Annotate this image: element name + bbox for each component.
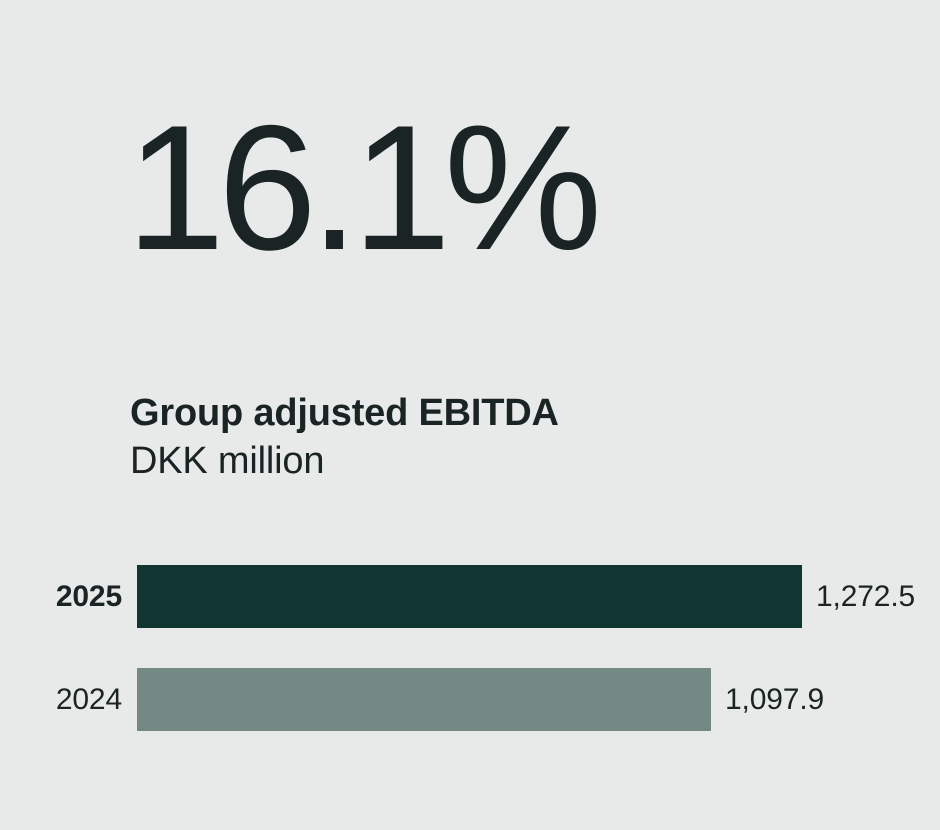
bar-label-2024: 2024 bbox=[55, 682, 122, 716]
bar-row-2024: 2024 1,097.9 bbox=[0, 668, 824, 731]
kpi-headline-value: 16.1% bbox=[126, 88, 602, 287]
bar-2025 bbox=[137, 565, 802, 628]
chart-title: Group adjusted EBITDA bbox=[130, 392, 559, 434]
bar-value-2025: 1,272.5 bbox=[816, 579, 916, 613]
bar-row-2025: 2025 1,272.5 bbox=[0, 565, 915, 628]
bar-value-2024: 1,097.9 bbox=[725, 682, 825, 716]
bar-2024 bbox=[137, 668, 711, 731]
bar-label-2025: 2025 bbox=[55, 579, 122, 613]
chart-subtitle: DKK million bbox=[130, 440, 325, 482]
